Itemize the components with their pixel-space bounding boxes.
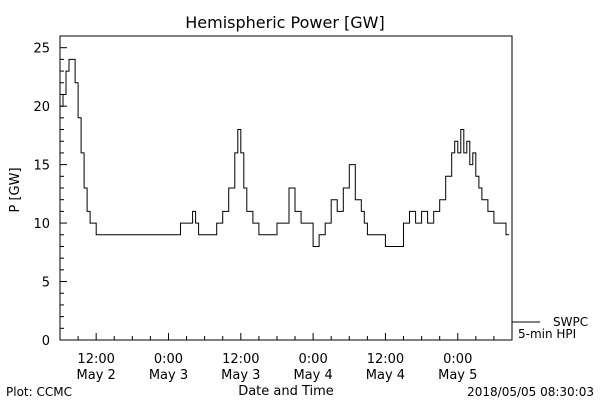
footer-right: 2018/05/05 08:30:03 [467, 385, 594, 399]
legend-swpc-label: SWPC [553, 315, 588, 329]
x-tick-time-label: 12:00 [367, 352, 404, 367]
y-tick-label: 20 [33, 100, 50, 115]
series-group [60, 58, 509, 247]
y-axis-ticks: 0 5 10 15 20 25 [33, 35, 67, 349]
x-tick-time-label: 0:00 [443, 352, 472, 367]
x-tick-date-label: May 3 [149, 368, 188, 383]
series-line-swpc [60, 58, 509, 247]
x-tick-date-label: May 3 [221, 368, 260, 383]
x-tick-date-label: May 2 [77, 368, 116, 383]
x-tick-date-label: May 4 [293, 368, 332, 383]
y-tick-label: 5 [42, 276, 50, 291]
legend: SWPC 5-min HPI [512, 315, 588, 341]
chart-title: Hemispheric Power [GW] [185, 13, 384, 32]
y-axis-label: P [GW] [8, 167, 23, 212]
y-tick-label: 15 [33, 159, 50, 174]
x-axis-label: Date and Time [238, 384, 334, 399]
legend-hpi-label: 5-min HPI [518, 327, 576, 341]
x-tick-time-label: 12:00 [77, 352, 114, 367]
plot-frame [59, 35, 513, 341]
x-tick-date-label: May 4 [366, 368, 405, 383]
x-tick-time-label: 0:00 [299, 352, 328, 367]
footer-left: Plot: CCMC [6, 385, 72, 399]
y-tick-label: 25 [33, 42, 50, 57]
x-tick-date-label: May 5 [438, 368, 477, 383]
x-tick-time-label: 12:00 [222, 352, 259, 367]
x-tick-time-label: 0:00 [154, 352, 183, 367]
y-tick-label: 10 [33, 217, 50, 232]
y-tick-label: 0 [42, 334, 50, 349]
